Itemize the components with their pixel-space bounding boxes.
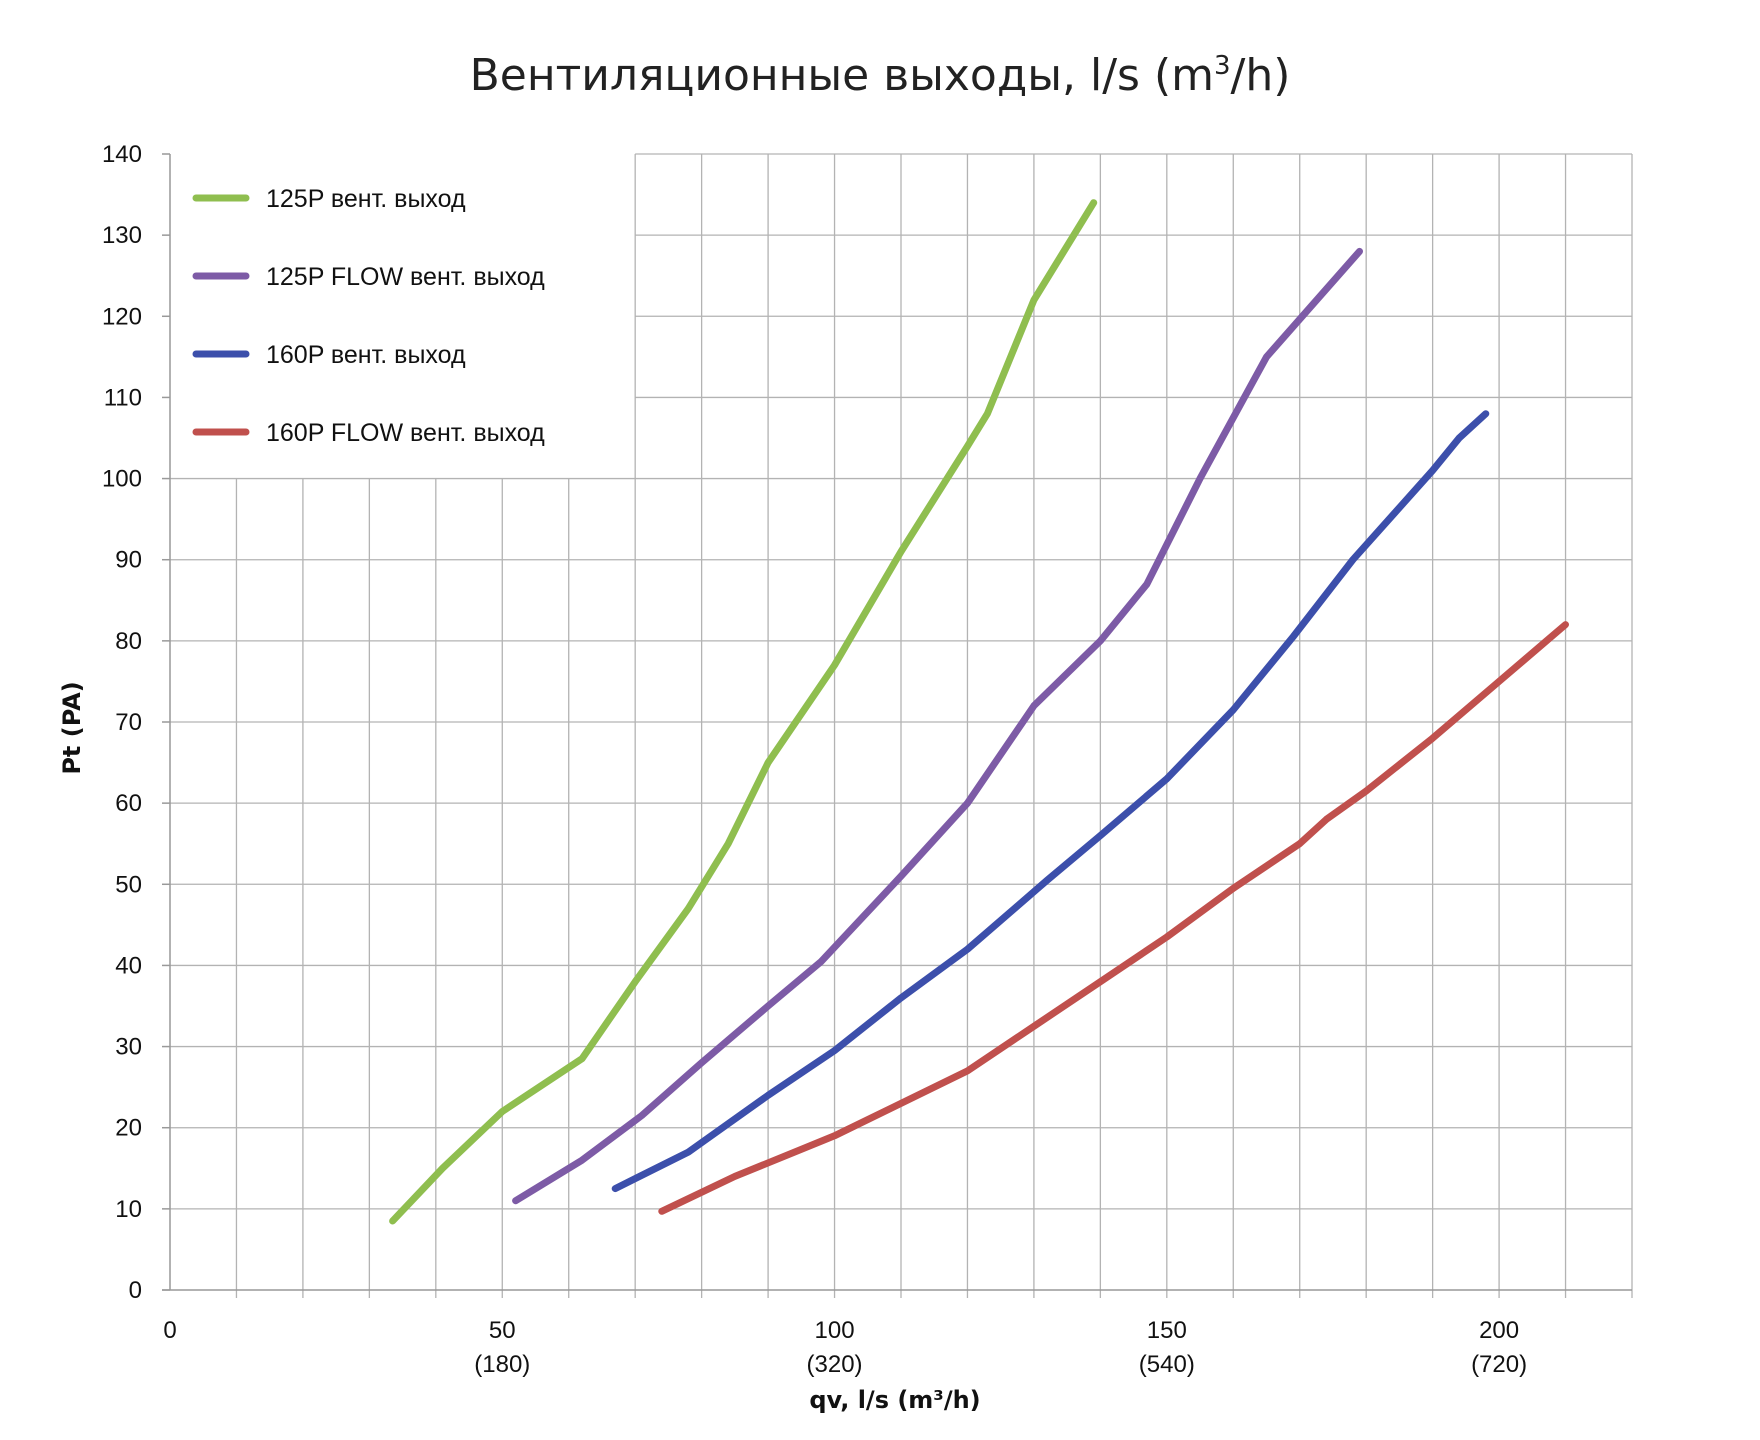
y-tick-label: 140 [102,141,142,168]
x-tick-sublabel: (540) [1139,1351,1195,1378]
y-tick-label: 60 [115,790,142,817]
series-line-2 [512,247,1363,1205]
y-tick-label: 120 [102,303,142,330]
legend-label-1: 125P вент. выход [266,185,466,213]
legend: 125P вент. выход 125P FLOW вент. выход 160… [192,185,545,447]
series-line-3 [611,410,1490,1193]
series-line-1 [389,199,1098,1225]
x-tick-label: 150 [1147,1317,1187,1344]
x-axis-title: qv, l/s (m³/h) [809,1386,980,1414]
x-tick-label: 50 [489,1317,516,1344]
series-line-4 [658,621,1569,1215]
x-tick-sublabel: (180) [474,1351,530,1378]
x-tick-label: 0 [163,1317,176,1344]
y-tick-label: 110 [104,384,142,411]
legend-label-4: 160P FLOW вент. выход [266,419,545,447]
y-tick-label: 0 [129,1277,142,1304]
series-lines [389,199,1569,1225]
y-tick-label: 30 [115,1034,142,1061]
y-tick-label: 40 [115,952,142,979]
chart-title-superscript: 3 [1214,51,1231,81]
x-tick-sublabel: (320) [807,1351,863,1378]
x-tick-sublabel: (720) [1471,1351,1527,1378]
y-tick-label: 90 [115,547,142,574]
y-axis-title: Pt (PA) [58,681,86,774]
grid [170,153,1633,1298]
chart-title-main: Вентиляционные выходы, l/s (m [470,50,1214,101]
y-tick-label: 50 [115,871,142,898]
legend-label-2: 125P FLOW вент. выход [266,263,545,291]
tick-labels: 0 10 20 30 40 50 60 70 80 90 100 110 120 130 140 0 50 (18… [102,141,1527,1378]
y-tick-label: 70 [115,709,142,736]
chart-title: Вентиляционные выходы, l/s (m3/h) [470,50,1291,101]
x-tick-label: 200 [1479,1317,1519,1344]
y-tick-label: 130 [102,222,142,249]
axes [162,153,1632,1291]
legend-label-3: 160P вент. выход [266,341,466,369]
y-tick-label: 10 [115,1196,142,1223]
y-tick-label: 80 [115,628,142,655]
y-tick-label: 20 [115,1115,142,1142]
y-tick-label: 100 [102,466,142,493]
x-tick-label: 100 [815,1317,855,1344]
chart-title-end: /h) [1231,50,1291,101]
